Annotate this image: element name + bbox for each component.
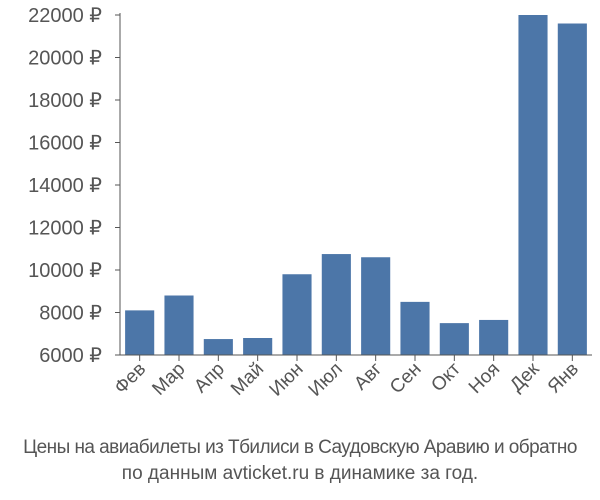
bar [321,254,351,355]
bar [400,301,430,355]
x-tick-label: Сен [386,359,425,398]
x-tick-label: Янв [544,359,583,398]
x-tick-label: Апр [190,359,229,398]
y-tick-label: 14000 ₽ [28,175,102,197]
bar [557,23,587,355]
bar [282,274,312,355]
y-tick-label: 8000 ₽ [39,303,102,325]
x-tick-label: Июн [266,359,308,401]
bar [164,295,194,355]
price-chart: 6000 ₽ 8000 ₽ 10000 ₽ 12000 ₽ 14000 ₽ 16000 ₽… [28,5,592,401]
x-tick-label: Фев [111,359,151,399]
bar [125,310,155,355]
bar [439,323,469,355]
x-tick-label: Июл [305,359,347,401]
x-tick-label: Дек [506,358,544,396]
y-tick-label: 12000 ₽ [28,218,102,240]
bar [203,339,233,355]
bar [518,15,548,355]
x-tick-label: Авг [350,359,386,395]
x-tick-label: Окт [427,358,465,396]
bar [243,338,273,355]
bar [361,257,391,355]
caption-line-2: по данным avticket.ru в динамике за год. [121,463,479,484]
x-tick-label: Ноя [465,359,504,398]
x-tick-label: Мар [148,359,189,400]
y-tick-label: 10000 ₽ [28,260,102,282]
y-tick-label: 18000 ₽ [28,90,102,112]
y-tick-label: 22000 ₽ [28,5,102,27]
y-tick-label: 6000 ₽ [39,345,102,367]
y-tick-label: 16000 ₽ [28,133,102,155]
x-tick-label: Май [227,359,268,400]
y-axis: 6000 ₽ 8000 ₽ 10000 ₽ 12000 ₽ 14000 ₽ 16000 ₽… [28,5,121,367]
bars-group [125,15,587,355]
caption-line-1: Цены на авиабилеты из Тбилиси в Саудовск… [23,437,577,458]
bar [479,319,509,355]
y-tick-label: 20000 ₽ [28,48,102,70]
